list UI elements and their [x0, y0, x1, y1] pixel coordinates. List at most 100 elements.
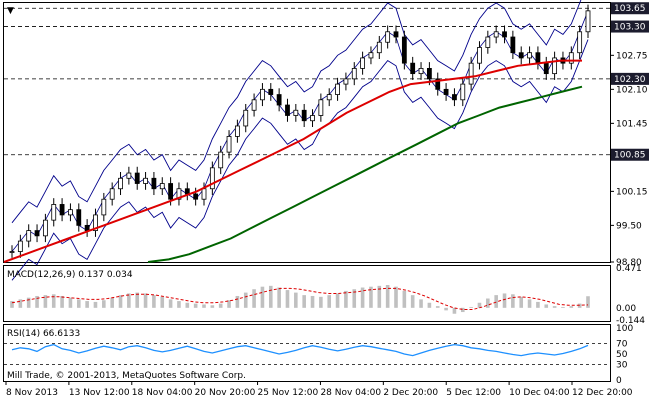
price-label-value: 103.30: [614, 23, 646, 33]
x-tick-label: 28 Nov 04:00: [320, 388, 381, 398]
candle-body: [151, 177, 157, 190]
x-tick-label: 20 Nov 20:00: [195, 388, 256, 398]
candle-body: [318, 99, 324, 116]
rsi-tick-label: 50: [616, 350, 628, 360]
candle-body: [201, 188, 207, 200]
rsi-label: RSI(14) 66.6133: [7, 329, 80, 339]
macd-histogram-bar: [494, 295, 498, 308]
macd-histogram-bar: [127, 293, 131, 308]
price-label-value: 103.65: [614, 4, 646, 14]
macd-histogram-bar: [35, 295, 39, 308]
candle-body: [343, 78, 349, 85]
price-tick-label: 102.10: [616, 85, 648, 95]
macd-histogram-bar: [260, 286, 265, 308]
price-tick-label: 102.75: [616, 51, 648, 61]
candle-body: [293, 109, 299, 116]
rsi-tick-label: 70: [616, 340, 628, 350]
macd-plot: [10, 284, 590, 314]
price-tick-label: 100.15: [616, 187, 648, 197]
price-label-value: 102.30: [614, 75, 646, 85]
macd-histogram-bar: [43, 295, 48, 308]
rsi-tick-label: 0: [616, 376, 622, 386]
candle-body: [493, 31, 499, 38]
rsi-plot: [4, 343, 610, 365]
macd-histogram-bar: [202, 304, 206, 308]
macd-histogram-bar: [177, 301, 181, 308]
macd-histogram-bar: [460, 307, 465, 313]
candle-body: [68, 209, 73, 216]
macd-tick-label: 0.00: [616, 304, 636, 314]
x-tick-label: 2 Dec 20:00: [383, 388, 438, 398]
candle-body: [193, 193, 199, 200]
candle-body: [518, 52, 524, 59]
candle-body: [585, 10, 591, 33]
bollinger-middle-line: [11, 10, 589, 252]
macd-histogram-bar: [486, 298, 490, 308]
macd-histogram-bar: [60, 295, 64, 308]
candle-body: [9, 251, 15, 253]
macd-histogram-bar: [227, 300, 231, 308]
macd-histogram-bar: [235, 295, 240, 308]
price-label-box: [611, 72, 649, 85]
candle-body: [468, 62, 474, 85]
macd-histogram-bar: [327, 295, 332, 308]
moving-average-red-line: [3, 59, 582, 263]
candle-body: [368, 52, 374, 59]
candle-body: [109, 188, 115, 200]
candle-body: [310, 115, 315, 122]
candle-body: [118, 177, 123, 190]
candle-body: [552, 57, 558, 75]
price-tick-label: 101.45: [616, 119, 648, 129]
candle-body: [401, 36, 407, 64]
macd-histogram-bar: [160, 296, 165, 308]
macd-label: MACD(12,26,9) 0.137 0.034: [7, 270, 133, 280]
macd-histogram-bar: [18, 299, 23, 308]
macd-histogram-bar: [419, 299, 423, 308]
macd-histogram-bar: [102, 300, 106, 308]
candle-body: [577, 31, 583, 54]
candle-body: [159, 183, 165, 190]
price-label-box: [611, 20, 649, 33]
macd-histogram-bar: [110, 297, 114, 308]
macd-histogram-bar: [118, 295, 123, 308]
candle-body: [34, 230, 40, 237]
macd-histogram-bar: [544, 304, 549, 308]
candle-body: [393, 31, 399, 38]
candle-body: [51, 204, 57, 221]
macd-histogram-bar: [344, 290, 348, 308]
candle-body: [134, 172, 140, 184]
macd-histogram-bar: [185, 302, 190, 308]
rsi-line: [11, 343, 589, 357]
macd-histogram-bar: [335, 293, 340, 308]
macd-histogram-bar: [444, 307, 448, 311]
candle-body: [351, 68, 357, 80]
candle-body: [510, 36, 516, 54]
macd-histogram-bar: [511, 294, 515, 308]
macd-histogram-bar: [352, 289, 357, 308]
macd-histogram-bar: [302, 295, 306, 308]
macd-histogram-bar: [85, 301, 89, 308]
macd-histogram-bar: [193, 303, 198, 308]
candle-body: [385, 31, 391, 43]
axes: 103.30 102.75 102.10 101.45 100.85 100.15 99.5…: [5, 2, 649, 398]
macd-histogram-bar: [410, 295, 415, 308]
macd-histogram-bar: [536, 301, 540, 308]
candle-body: [101, 198, 107, 216]
price-panel-symbol[interactable]: ▼: [7, 6, 14, 16]
candle-body: [84, 224, 90, 232]
macd-histogram-bar: [294, 292, 298, 308]
candle-body: [568, 52, 574, 64]
candle-body: [17, 240, 23, 252]
macd-histogram-bar: [243, 292, 248, 308]
x-tick-label: 12 Dec 20:00: [572, 388, 633, 398]
macd-histogram-bar: [152, 295, 156, 308]
candle-body: [376, 41, 382, 54]
macd-histogram-bar: [452, 307, 457, 314]
candle-body: [276, 94, 282, 106]
macd-histogram-bar: [268, 285, 273, 308]
bollinger-lower-line: [11, 39, 589, 281]
candle-body: [168, 183, 174, 200]
candle-body: [335, 83, 340, 95]
macd-histogram-bar: [427, 302, 432, 308]
x-tick-label: 5 Dec 12:00: [446, 388, 501, 398]
